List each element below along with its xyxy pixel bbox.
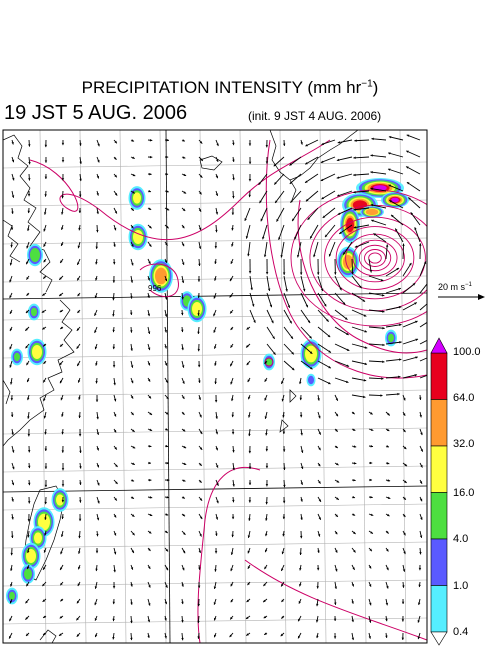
map-frame xyxy=(2,129,428,644)
colorbar-label-4: 4.0 xyxy=(453,533,469,545)
init-time: (init. 9 JST 4 AUG. 2006) xyxy=(248,109,382,123)
chart-title: PRECIPITATION INTENSITY (mm hr−1) xyxy=(81,78,379,97)
coastlines xyxy=(3,130,359,643)
colorbar-label-64: 64.0 xyxy=(453,392,475,404)
lat-lon-grid xyxy=(3,130,427,643)
colorbar-label-16: 16.0 xyxy=(453,487,475,499)
colorbar-label-0-4: 0.4 xyxy=(453,626,469,638)
precipitation-patches xyxy=(6,178,409,605)
colorbar xyxy=(430,337,448,646)
valid-time: 19 JST 5 AUG. 2006 xyxy=(4,102,188,124)
wind-reference-label: 20 m s−1 xyxy=(438,282,472,292)
colorbar-label-1: 1.0 xyxy=(453,580,469,592)
contour-label: 996 xyxy=(148,284,162,293)
wind-reference-arrow xyxy=(438,294,485,300)
colorbar-label-32: 32.0 xyxy=(453,438,475,450)
colorbar-label-100: 100.0 xyxy=(453,346,481,358)
wind-vectors xyxy=(8,134,427,641)
pressure-contours xyxy=(29,139,427,643)
